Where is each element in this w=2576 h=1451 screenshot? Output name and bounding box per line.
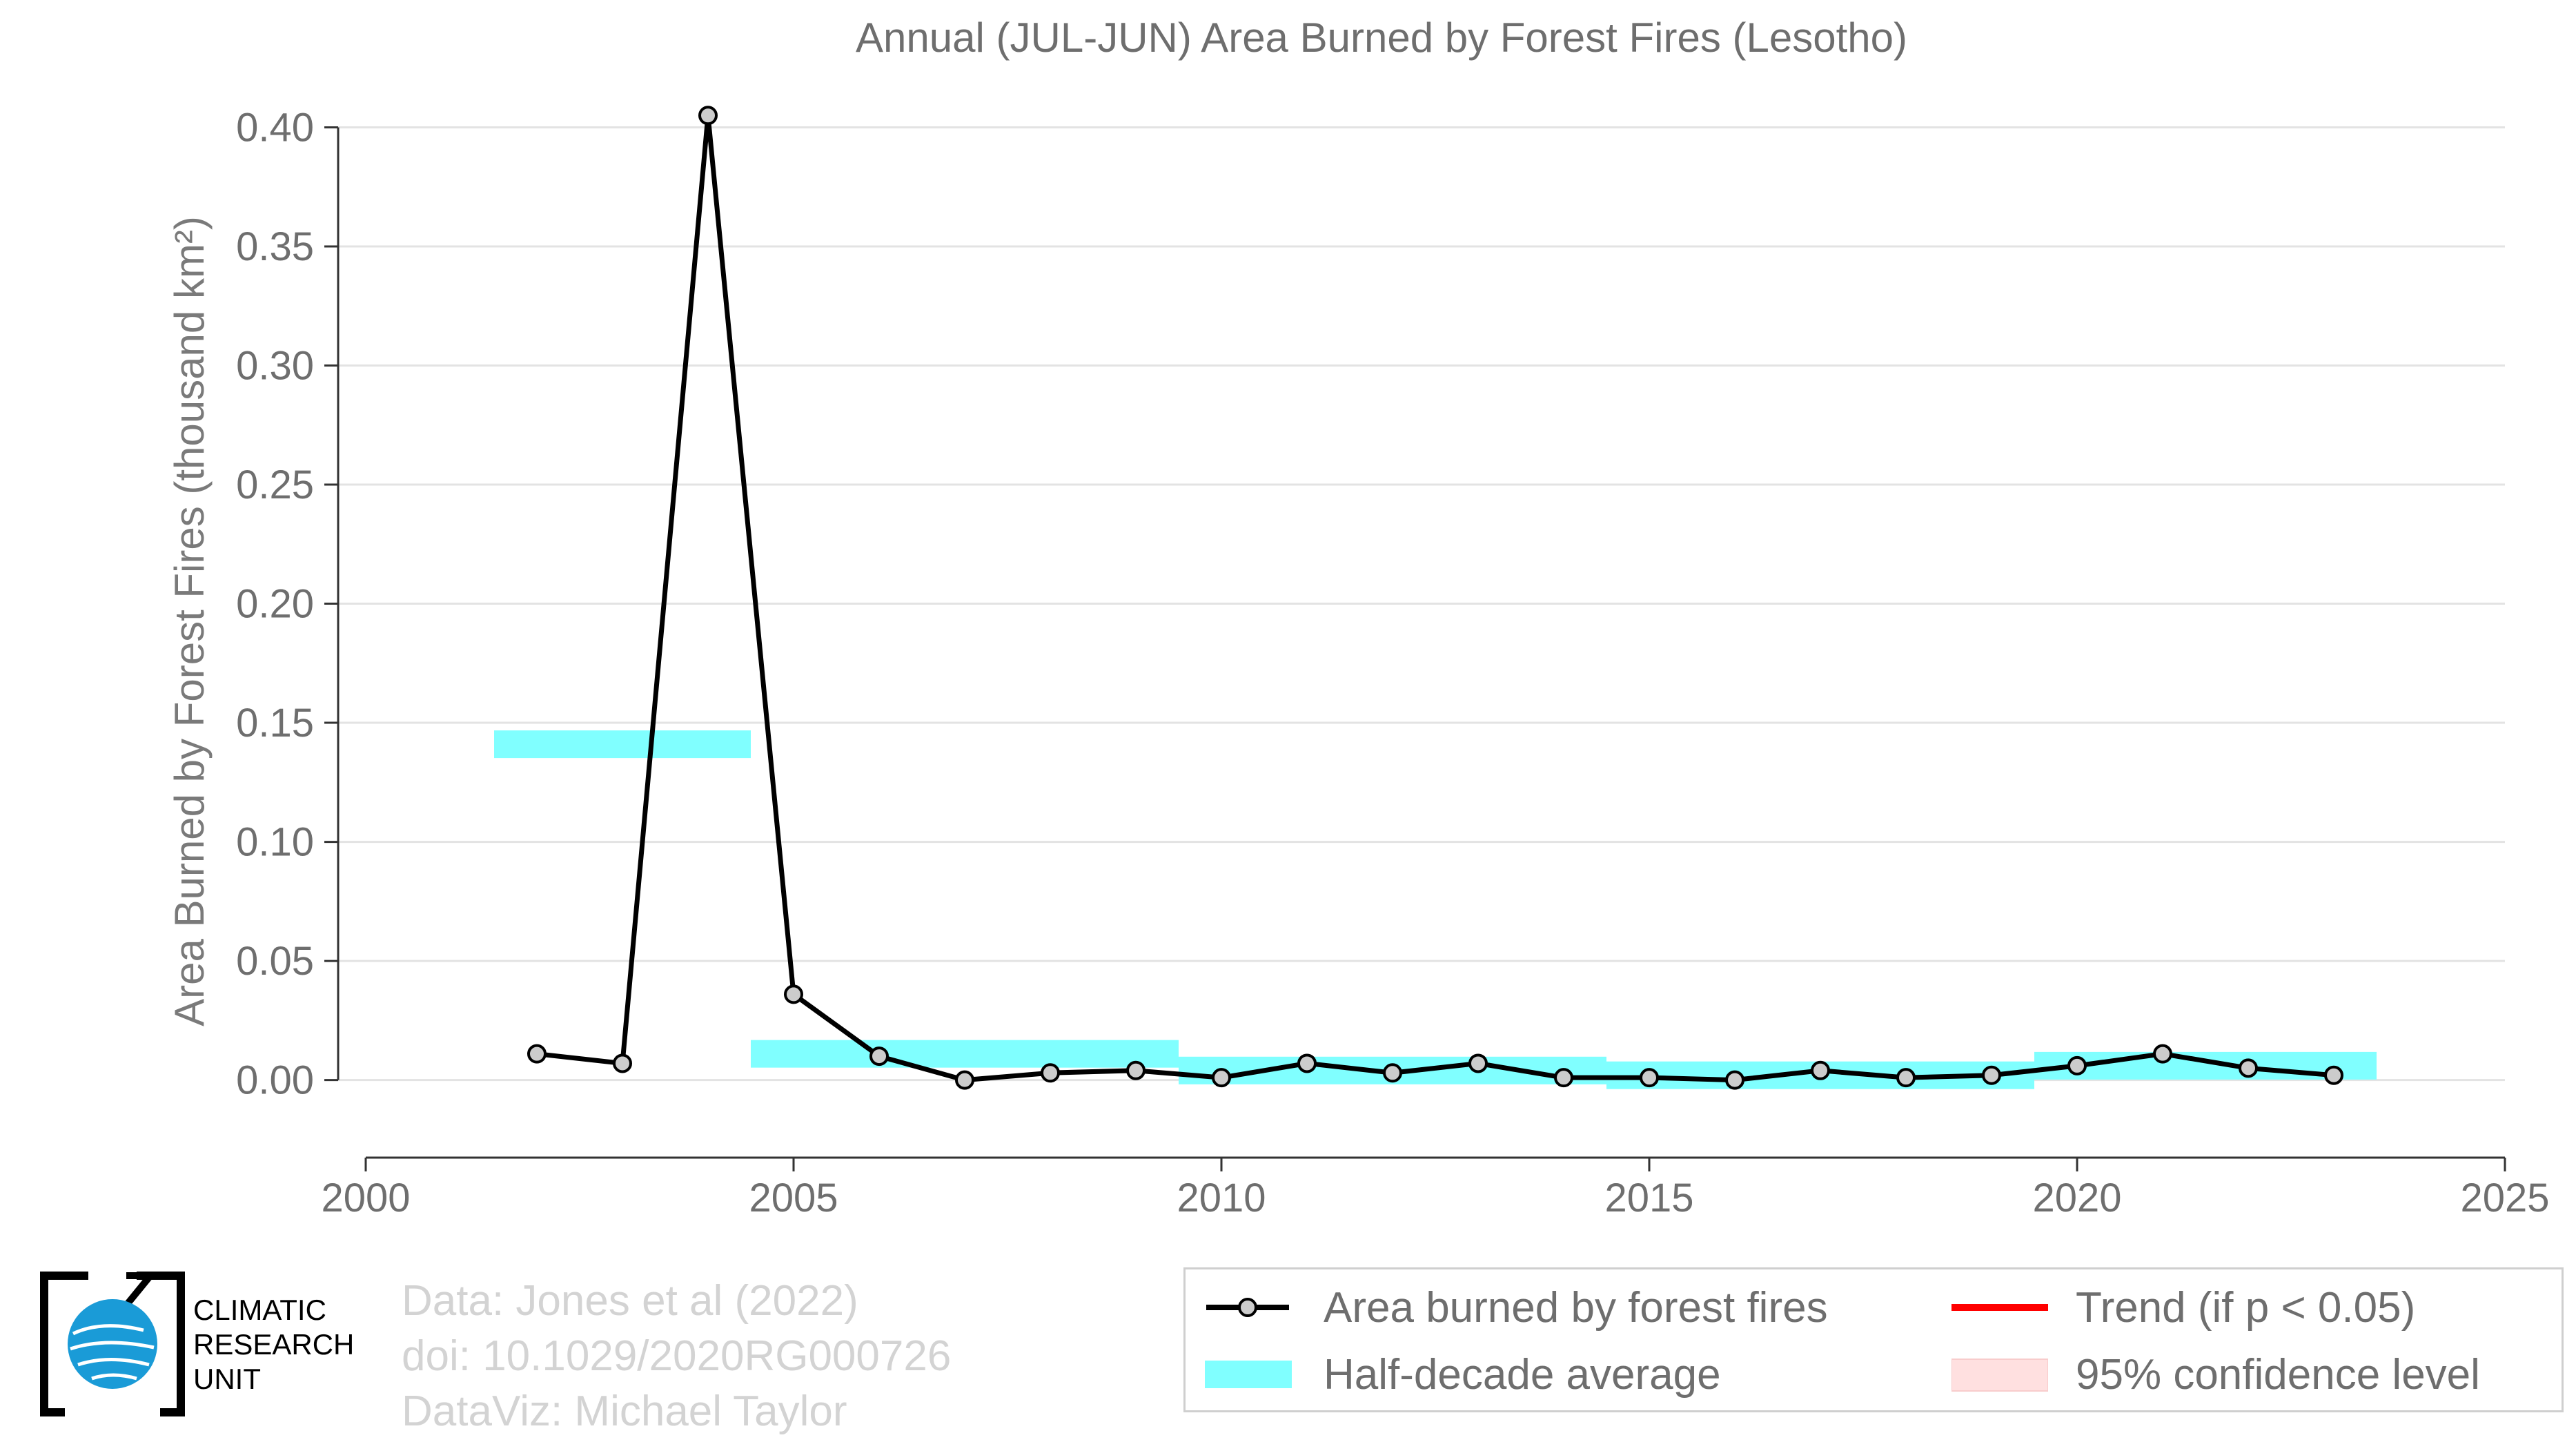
legend-item-trend: Trend (if p < 0.05) <box>1951 1280 2415 1335</box>
data-point <box>2153 1044 2172 1064</box>
data-point <box>869 1046 889 1067</box>
legend-key-line-marker <box>1199 1280 1296 1335</box>
legend-key-trend <box>1951 1280 2048 1335</box>
grid-lines <box>338 126 2505 1082</box>
x-tick-label: 2020 <box>2032 1176 2121 1220</box>
x-tick-label: 2010 <box>1177 1176 1266 1220</box>
y-tick-label: 0.10 <box>236 820 314 865</box>
data-point <box>1297 1053 1317 1073</box>
legend: Area burned by forest fires Trend (if p … <box>1183 1267 2564 1412</box>
data-point <box>955 1070 974 1090</box>
axes: 0.00 0.05 0.10 0.15 0.20 0.25 0.30 0.35 0.40 2000… <box>236 106 2549 1220</box>
y-tick-label: 0.30 <box>236 344 314 389</box>
data-point <box>1640 1068 1659 1088</box>
y-tick-label: 0.25 <box>236 462 314 507</box>
y-tick-label: 0.40 <box>236 106 314 150</box>
credit-data: Data: Jones et al (2022) <box>402 1277 858 1325</box>
legend-key-half-decade <box>1199 1347 1296 1402</box>
data-point <box>1383 1063 1402 1083</box>
legend-label-trend: Trend (if p < 0.05) <box>2076 1283 2416 1332</box>
y-tick-label: 0.15 <box>236 701 314 746</box>
logo-text: CLIMATIC RESEARCH UNIT <box>193 1293 354 1396</box>
globe-icon <box>40 1272 185 1416</box>
y-axis-label: Area Burned by Forest Fires (thousand km… <box>166 216 213 1026</box>
series-line <box>536 113 2334 1083</box>
y-tick-label: 0.35 <box>236 224 314 269</box>
legend-item-confidence: 95% confidence level <box>1951 1347 2480 1402</box>
logo-line-3: UNIT <box>193 1363 261 1395</box>
data-point <box>2324 1065 2343 1085</box>
data-point <box>1468 1053 1488 1073</box>
data-point <box>698 106 718 126</box>
legend-label-confidence: 95% confidence level <box>2076 1350 2480 1399</box>
series-area-burned <box>527 106 2343 1090</box>
logo-line-1: CLIMATIC <box>193 1294 326 1326</box>
legend-label-half-decade: Half-decade average <box>1324 1350 1721 1399</box>
data-point <box>1041 1063 1060 1083</box>
credit-doi: doi: 10.1029/2020RG000726 <box>402 1332 952 1380</box>
legend-item-half-decade: Half-decade average <box>1199 1347 1721 1402</box>
y-tick-label: 0.05 <box>236 939 314 984</box>
x-tick-label: 2015 <box>1604 1176 1693 1220</box>
cru-logo <box>40 1272 185 1416</box>
data-point <box>1725 1070 1744 1090</box>
data-point <box>2239 1058 2258 1078</box>
logo-line-2: RESEARCH <box>193 1328 355 1361</box>
y-tick-label: 0.20 <box>236 582 314 627</box>
data-point <box>1896 1068 1916 1088</box>
credit-dataviz: DataViz: Michael Taylor <box>402 1387 847 1435</box>
x-tick-label: 2000 <box>321 1176 410 1220</box>
legend-label-area-burned: Area burned by forest fires <box>1324 1283 1828 1332</box>
half-decade-bar <box>494 730 751 759</box>
legend-key-confidence <box>1951 1347 2049 1402</box>
x-tick-label: 2005 <box>749 1176 838 1220</box>
data-point <box>1811 1060 1830 1080</box>
data-point <box>2067 1055 2087 1075</box>
data-point <box>527 1044 547 1064</box>
half-decade-bands <box>494 730 2377 1089</box>
data-point <box>1554 1068 1573 1088</box>
data-point <box>1982 1065 2001 1085</box>
data-point <box>1126 1060 1146 1080</box>
x-tick-label: 2025 <box>2460 1176 2549 1220</box>
credits: Data: Jones et al (2022) doi: 10.1029/20… <box>402 1274 951 1439</box>
y-tick-label: 0.00 <box>236 1058 314 1103</box>
data-point <box>784 984 803 1004</box>
legend-item-area-burned: Area burned by forest fires <box>1199 1280 1828 1335</box>
half-decade-bar <box>751 1040 1179 1068</box>
data-point <box>613 1053 632 1073</box>
chart-title: Annual (JUL-JUN) Area Burned by Forest F… <box>856 14 1907 61</box>
data-point <box>1212 1068 1231 1088</box>
